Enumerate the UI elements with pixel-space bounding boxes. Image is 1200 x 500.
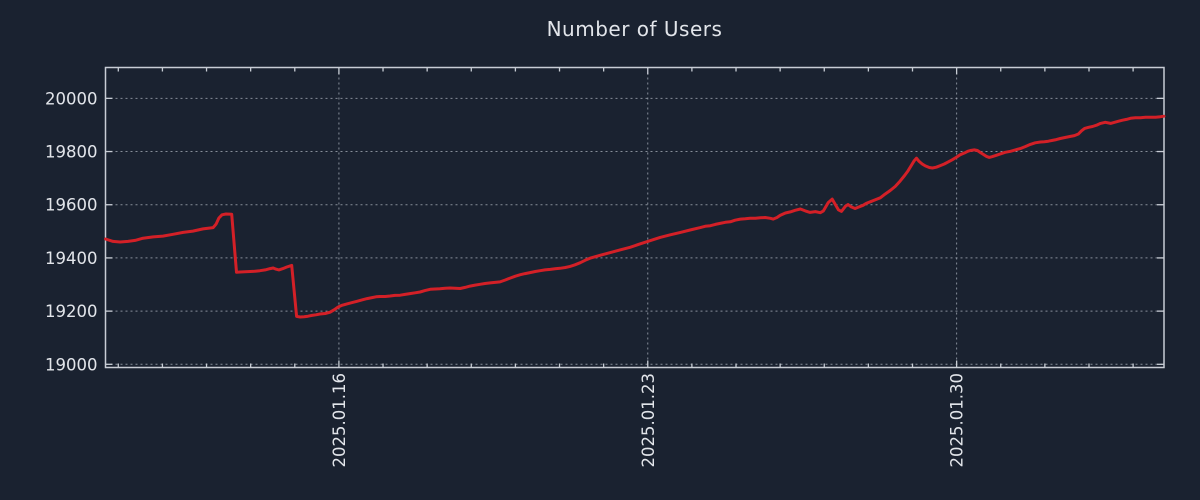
- x-tick-label: 2025.01.30: [948, 373, 967, 467]
- y-tick-label: 19200: [45, 302, 98, 321]
- x-tick-label: 2025.01.23: [639, 373, 658, 467]
- users-series-line: [104, 114, 1166, 319]
- y-tick-label: 19400: [45, 249, 98, 268]
- y-tick-label: 19000: [45, 355, 98, 374]
- chart-title: Number of Users: [546, 17, 723, 41]
- plot-frame: [104, 66, 1165, 369]
- x-tick-label: 2025.01.16: [330, 373, 349, 467]
- y-tick-label: 19800: [45, 143, 98, 162]
- y-tick-label: 20000: [45, 89, 98, 108]
- y-tick-label: 19600: [45, 196, 98, 215]
